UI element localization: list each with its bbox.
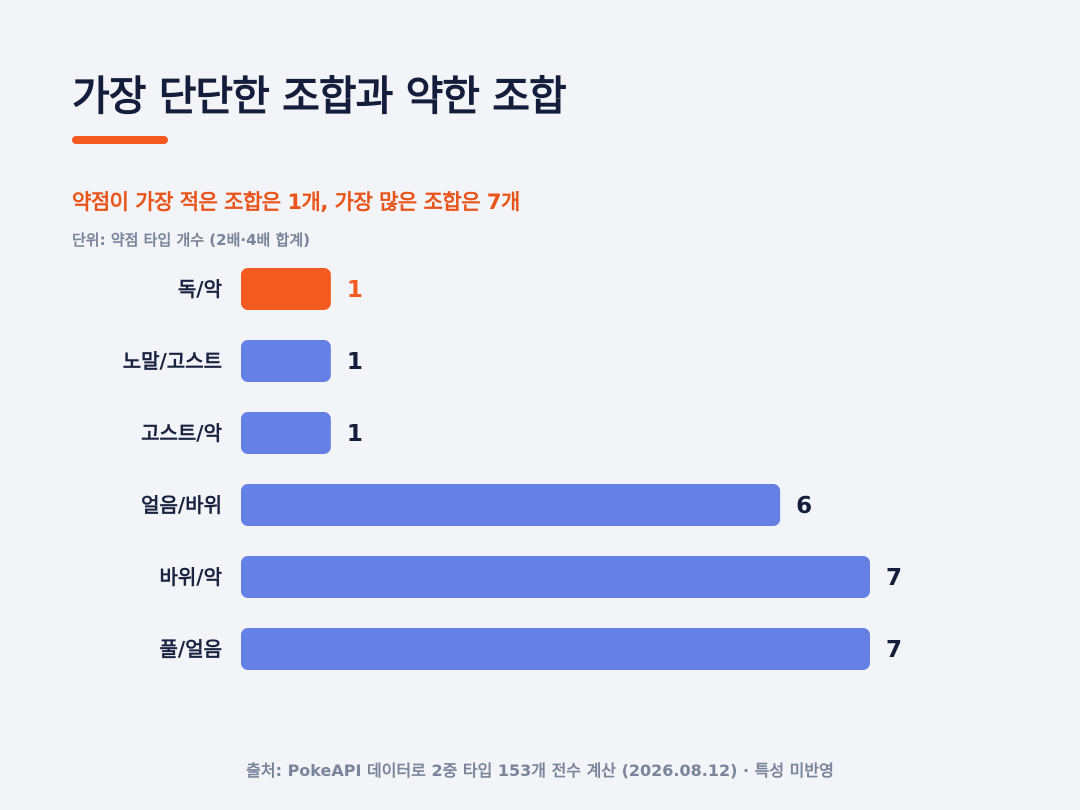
- value-label: 1: [347, 277, 363, 303]
- value-label: 7: [886, 565, 902, 591]
- category-label: 풀/얼음: [159, 637, 222, 661]
- chart-title: 가장 단단한 조합과 약한 조합: [72, 72, 567, 120]
- bar: [241, 484, 781, 526]
- category-label: 독/악: [178, 277, 223, 301]
- bar: [241, 340, 331, 382]
- category-label: 바위/악: [159, 565, 222, 589]
- bar-highlight: [241, 268, 331, 310]
- value-label: 1: [347, 421, 363, 447]
- bar: [241, 556, 870, 598]
- category-label: 고스트/악: [141, 421, 223, 445]
- value-label: 1: [347, 349, 363, 375]
- category-label: 노말/고스트: [123, 349, 222, 373]
- bar-chart: 독/악 1 노말/고스트 1 고스트/악 1 얼음/바위 6 바위/악 7 풀/얼음 7: [123, 268, 902, 670]
- bar: [241, 412, 331, 454]
- value-label: 6: [796, 493, 812, 519]
- category-label: 얼음/바위: [141, 493, 222, 517]
- unit-note: 단위: 약점 타입 개수 (2배·4배 합계): [72, 231, 310, 249]
- source-note: 출처: PokeAPI 데이터로 2중 타입 153개 전수 계산 (2026.…: [246, 761, 834, 780]
- bar: [241, 628, 870, 670]
- chart-subtitle: 약점이 가장 적은 조합은 1개, 가장 많은 조합은 7개: [72, 190, 520, 214]
- title-accent-rule: [72, 136, 168, 144]
- value-label: 7: [886, 637, 902, 663]
